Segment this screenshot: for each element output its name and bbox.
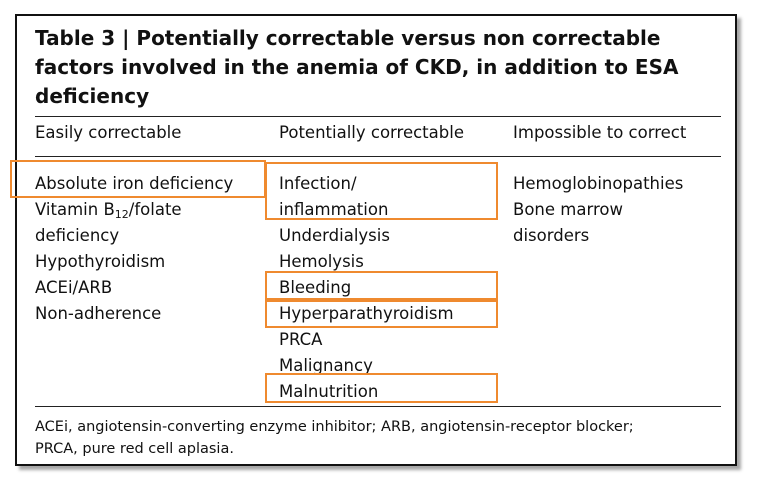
table-footnote: ACEi, angiotensin-converting enzyme inhi…: [35, 419, 634, 457]
list-item: Hemolysis: [279, 252, 364, 271]
list-item: Bleeding: [279, 278, 352, 297]
highlight-box-bleeding: [265, 271, 498, 300]
potentially-correctable-list: Infection/ inflammation Underdialysis He…: [279, 171, 454, 405]
table-card: Table 3 | Potentially correctable versus…: [15, 14, 737, 466]
list-item: Hyperparathyroidism: [279, 304, 454, 323]
list-item: deficiency: [35, 226, 120, 245]
list-item: PRCA: [279, 330, 323, 349]
list-item: Vitamin B12/folate: [35, 200, 182, 221]
list-item: Underdialysis: [279, 226, 390, 245]
highlight-box-iron-deficiency: [10, 160, 266, 198]
list-item: inflammation: [279, 200, 389, 219]
col-header-impossible: Impossible to correct: [513, 123, 687, 142]
list-item: Bone marrow: [513, 200, 623, 219]
col-header-easily: Easily correctable: [35, 123, 182, 142]
list-item: Malnutrition: [279, 382, 379, 401]
list-item: Non-adherence: [35, 304, 162, 323]
list-item: Hypothyroidism: [35, 252, 166, 271]
list-item: Malignancy: [279, 356, 373, 375]
table-title: Table 3 | Potentially correctable versus…: [35, 26, 679, 108]
header-top-rule: [35, 116, 721, 117]
list-item: ACEi/ARB: [35, 278, 113, 297]
list-item: disorders: [513, 226, 590, 245]
highlight-box-malnutrition: [265, 373, 498, 403]
list-item: Hemoglobinopathies: [513, 174, 684, 193]
footer-rule: [35, 406, 721, 407]
list-item: Absolute iron deficiency: [35, 174, 234, 193]
highlight-box-infection: [265, 162, 498, 220]
col-header-potentially: Potentially correctable: [279, 123, 464, 142]
list-item: Infection/: [279, 174, 357, 193]
header-bottom-rule: [35, 156, 721, 157]
impossible-to-correct-list: Hemoglobinopathies Bone marrow disorders: [513, 171, 683, 249]
highlight-box-hyperparathyroidism: [265, 300, 498, 328]
easily-correctable-list: Absolute iron deficiency Vitamin B12/fol…: [35, 171, 233, 327]
